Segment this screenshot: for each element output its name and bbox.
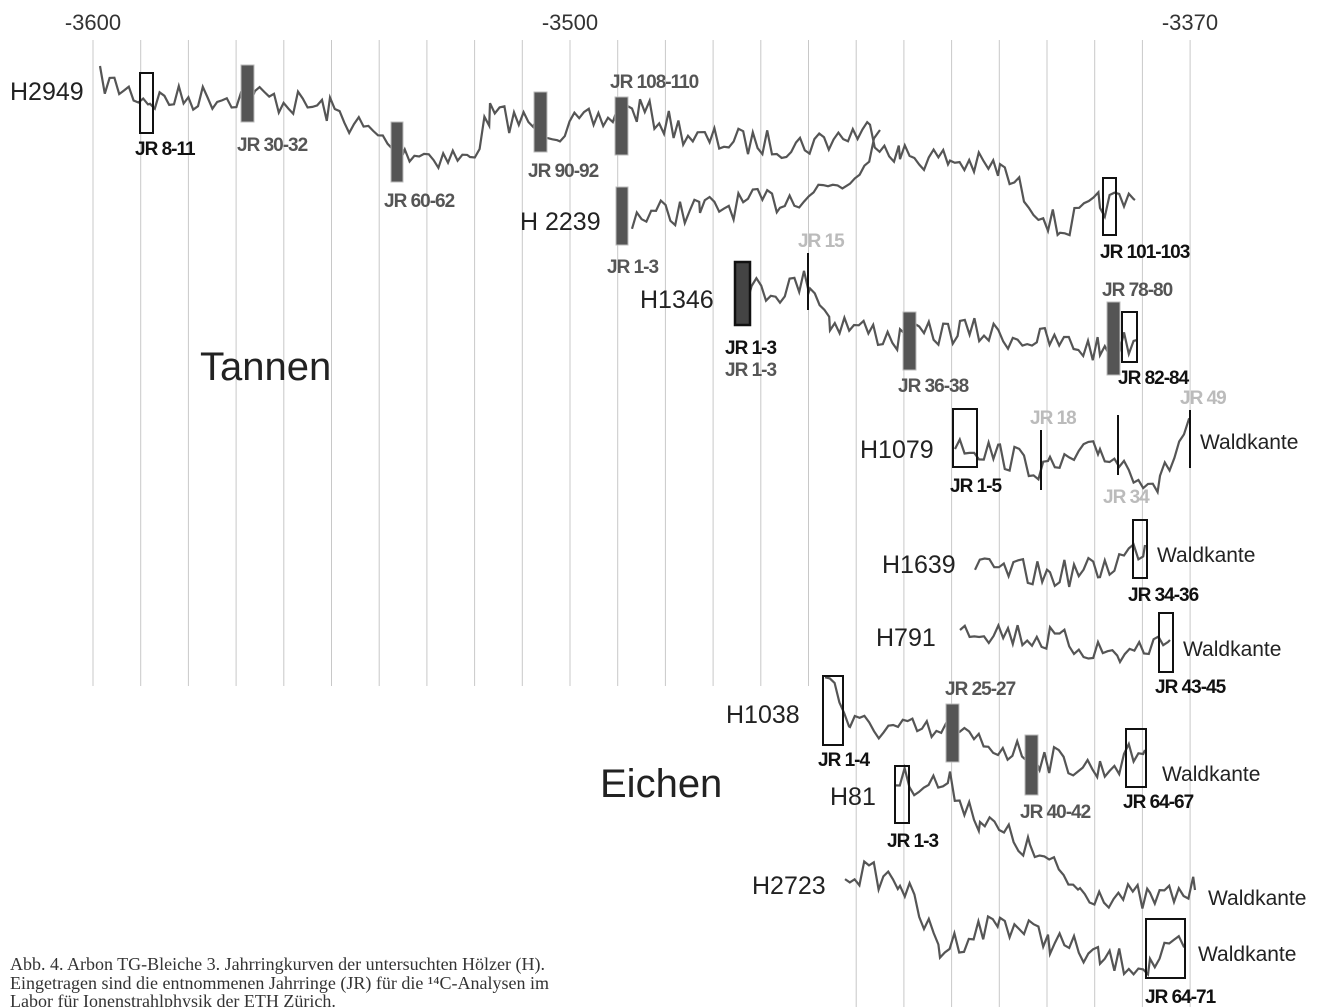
sample-box [894, 765, 910, 824]
waldkante-label: Waldkante [1162, 763, 1260, 786]
ring-curve [741, 270, 1138, 361]
sample-box [822, 675, 844, 746]
sample-label: JR 1-3 [725, 360, 776, 381]
sample-label: JR 1-3 [607, 257, 658, 278]
sample-box [1145, 918, 1186, 979]
sample-box [952, 408, 978, 468]
ring-curve [974, 542, 1147, 588]
sample-label: JR 36-38 [898, 376, 969, 397]
waldkante-label: Waldkante [1198, 943, 1296, 966]
sample-box [139, 72, 154, 134]
sample-label: JR 49 [1180, 388, 1226, 409]
sample-label: JR 90-92 [528, 161, 599, 182]
axis-label: -3500 [542, 10, 598, 35]
sample-bar [614, 96, 629, 156]
group-label: Eichen [600, 762, 722, 806]
curve-label: H2949 [10, 78, 84, 106]
sample-bar [733, 260, 752, 327]
sample-label: JR 1-5 [950, 476, 1002, 497]
curve-label: H1038 [726, 701, 800, 729]
sample-label: JR 34-36 [1128, 585, 1199, 606]
ring-curve [824, 676, 1147, 781]
sample-label: JR 78-80 [1102, 280, 1173, 301]
sample-label: JR 18 [1030, 408, 1076, 429]
sample-box [1132, 519, 1148, 579]
sample-label: JR 108-110 [610, 72, 699, 93]
waldkante-label: Waldkante [1208, 887, 1306, 910]
sample-label: JR 30-32 [237, 135, 308, 156]
sample-label: JR 40-42 [1020, 802, 1091, 823]
sample-bar [1106, 301, 1121, 376]
sample-box [1125, 728, 1147, 788]
sample-box [1102, 177, 1117, 236]
sample-label: JR 8-11 [135, 139, 196, 160]
ring-curve [954, 417, 1191, 496]
sample-bar [240, 64, 255, 123]
sample-box [1158, 612, 1174, 673]
curve-label: H1639 [882, 551, 956, 579]
waldkante-label: Waldkante [1183, 638, 1281, 661]
curve-label: H 2239 [520, 208, 601, 236]
sample-label: JR 64-67 [1123, 792, 1194, 813]
sample-box [1121, 311, 1138, 363]
caption-line: Labor für Ionenstrahlphysik der ETH Züri… [10, 991, 336, 1007]
waldkante-label: Waldkante [1200, 431, 1298, 454]
sample-label: JR 15 [798, 231, 845, 252]
curve-label: H791 [876, 624, 936, 652]
waldkante-label: Waldkante [1157, 544, 1255, 567]
sample-bar [615, 186, 629, 246]
sample-label: JR 43-45 [1155, 677, 1227, 698]
group-label: Tannen [200, 345, 331, 389]
sample-label: JR 1-3 [725, 338, 776, 359]
sample-label: JR 64-71 [1145, 987, 1217, 1007]
sample-bar [533, 91, 548, 153]
sample-bar [1024, 734, 1039, 796]
curve-label: H1079 [860, 436, 934, 464]
curve-label: H2723 [752, 872, 826, 900]
axis-label: -3370 [1162, 10, 1218, 35]
ring-curve [630, 129, 881, 230]
ring-curve [959, 622, 1171, 665]
curve-label: H81 [830, 783, 876, 811]
ring-curve [844, 859, 1186, 977]
axis-label: -3600 [65, 10, 121, 35]
caption-line: Abb. 4. Arbon TG-Bleiche 3. Jahrringkurv… [10, 954, 545, 975]
sample-bar [390, 121, 404, 183]
sample-label: JR 82-84 [1118, 368, 1190, 389]
sample-label: JR 101-103 [1100, 242, 1190, 263]
curve-label: H1346 [640, 286, 714, 314]
sample-bar [902, 311, 917, 371]
sample-label: JR 1-4 [818, 750, 870, 771]
ring-curve [894, 763, 1197, 910]
caption-line: Eingetragen sind die entnommenen Jahrrin… [10, 973, 549, 994]
sample-label: JR 34 [1103, 487, 1150, 508]
sample-bar [945, 703, 960, 763]
sample-label: JR 60-62 [384, 191, 455, 212]
sample-label: JR 1-3 [887, 831, 938, 852]
sample-label: JR 25-27 [945, 679, 1016, 700]
